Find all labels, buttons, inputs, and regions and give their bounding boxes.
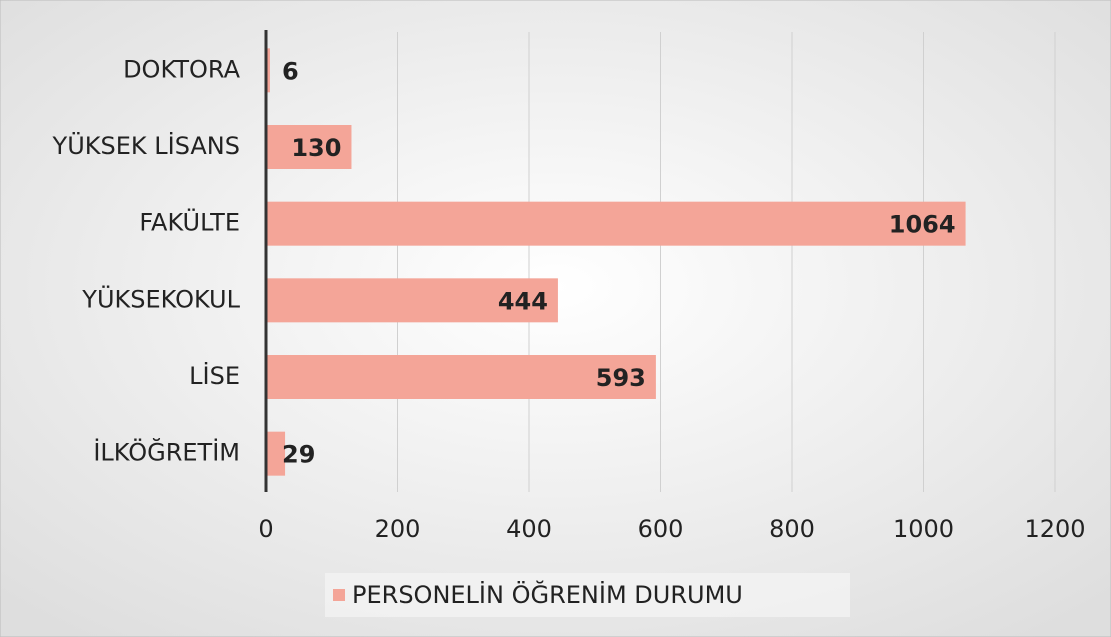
- x-tick-label: 600: [638, 515, 684, 543]
- data-label: 444: [498, 287, 548, 315]
- x-tick-label: 1000: [893, 515, 954, 543]
- x-tick-label: 800: [769, 515, 815, 543]
- data-label: 593: [596, 364, 646, 392]
- y-tick-label: İLKÖĞRETİM: [93, 437, 240, 467]
- x-tick-label: 0: [258, 515, 273, 543]
- x-tick-label: 200: [375, 515, 421, 543]
- x-tick-label: 400: [506, 515, 552, 543]
- bar: [266, 48, 270, 93]
- bar: [266, 355, 656, 399]
- y-tick-label: DOKTORA: [123, 55, 241, 83]
- y-tick-label: LİSE: [189, 361, 240, 390]
- legend-swatch: [333, 589, 345, 601]
- data-label: 6: [282, 57, 299, 85]
- y-tick-label: FAKÜLTE: [139, 208, 240, 237]
- y-tick-label: YÜKSEK LİSANS: [52, 131, 240, 160]
- bar: [266, 125, 352, 169]
- data-label: 1064: [889, 211, 956, 239]
- y-tick-label: YÜKSEKOKUL: [81, 284, 240, 313]
- legend-box: [325, 573, 850, 617]
- data-label: 130: [291, 134, 341, 162]
- bar: [266, 278, 558, 323]
- x-tick-label: 1200: [1024, 515, 1085, 543]
- bar: [266, 431, 286, 476]
- bar: [266, 201, 966, 246]
- data-label: 29: [282, 441, 315, 469]
- legend-label: PERSONELİN ÖĞRENİM DURUMU: [352, 579, 743, 609]
